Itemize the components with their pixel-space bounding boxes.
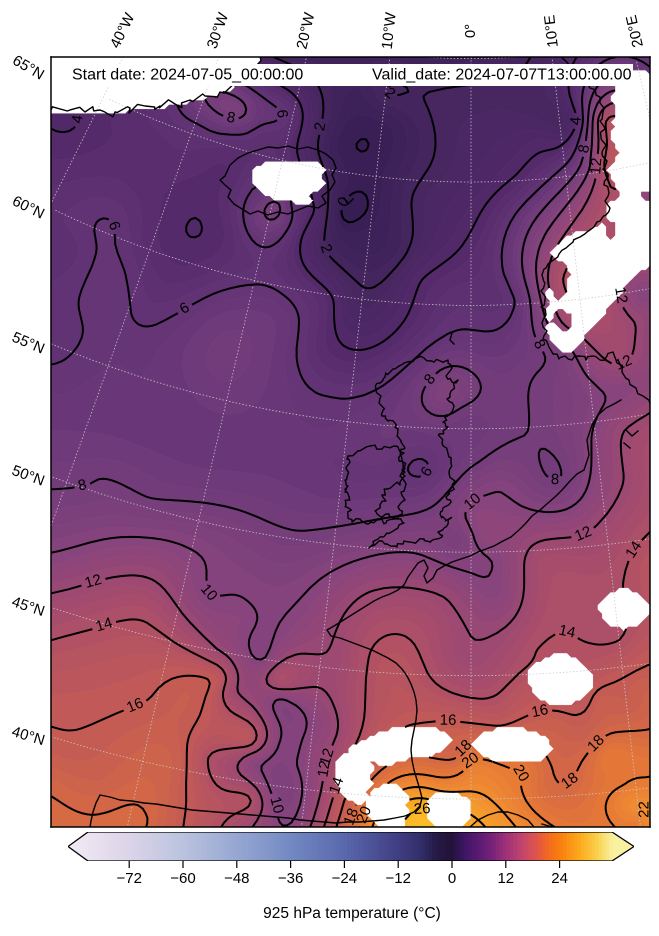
svg-text:2: 2 xyxy=(311,121,329,133)
svg-text:12: 12 xyxy=(314,759,333,778)
svg-text:20°E: 20°E xyxy=(623,13,647,49)
svg-text:12: 12 xyxy=(587,157,605,175)
svg-text:−48: −48 xyxy=(224,870,249,887)
svg-text:−24: −24 xyxy=(332,870,357,887)
svg-text:12: 12 xyxy=(612,352,634,374)
svg-text:12: 12 xyxy=(572,523,594,545)
svg-text:925 hPa temperature (°C): 925 hPa temperature (°C) xyxy=(263,905,441,922)
svg-text:8: 8 xyxy=(575,143,593,154)
svg-text:12: 12 xyxy=(611,286,631,305)
svg-text:14: 14 xyxy=(94,614,115,635)
svg-text:Valid_date: 2024-07-07T13:00:0: Valid_date: 2024-07-07T13:00:00.00 xyxy=(372,67,632,84)
svg-text:18: 18 xyxy=(558,769,581,793)
svg-text:20: 20 xyxy=(509,762,532,785)
svg-text:8: 8 xyxy=(76,476,88,494)
svg-text:16: 16 xyxy=(440,712,457,729)
svg-text:20: 20 xyxy=(353,804,375,826)
svg-text:4: 4 xyxy=(69,114,87,125)
svg-text:22: 22 xyxy=(636,801,653,818)
svg-text:8: 8 xyxy=(551,471,560,488)
svg-text:24: 24 xyxy=(551,870,568,887)
svg-text:−12: −12 xyxy=(385,870,410,887)
svg-text:12: 12 xyxy=(83,571,104,592)
svg-text:8: 8 xyxy=(225,109,236,127)
svg-text:16: 16 xyxy=(530,701,550,721)
svg-text:−36: −36 xyxy=(278,870,303,887)
svg-text:6: 6 xyxy=(273,109,291,119)
svg-text:0°: 0° xyxy=(462,24,479,38)
svg-text:16: 16 xyxy=(124,694,146,716)
svg-text:Start date: 2024-07-05_00:00:0: Start date: 2024-07-05_00:00:00 xyxy=(72,67,303,84)
svg-text:0: 0 xyxy=(448,870,456,887)
svg-text:14: 14 xyxy=(557,622,577,642)
svg-text:12: 12 xyxy=(316,746,337,767)
svg-text:14: 14 xyxy=(326,775,348,796)
svg-text:18: 18 xyxy=(340,806,362,828)
svg-text:14: 14 xyxy=(622,538,645,561)
svg-text:12: 12 xyxy=(497,870,514,887)
svg-text:−72: −72 xyxy=(116,870,141,887)
svg-text:20: 20 xyxy=(459,749,482,772)
svg-text:4: 4 xyxy=(567,116,584,125)
svg-text:−60: −60 xyxy=(170,870,195,887)
svg-text:10°W: 10°W xyxy=(379,11,400,50)
svg-text:10°E: 10°E xyxy=(541,14,562,48)
svg-text:10: 10 xyxy=(266,795,287,816)
svg-text:26: 26 xyxy=(413,800,431,818)
